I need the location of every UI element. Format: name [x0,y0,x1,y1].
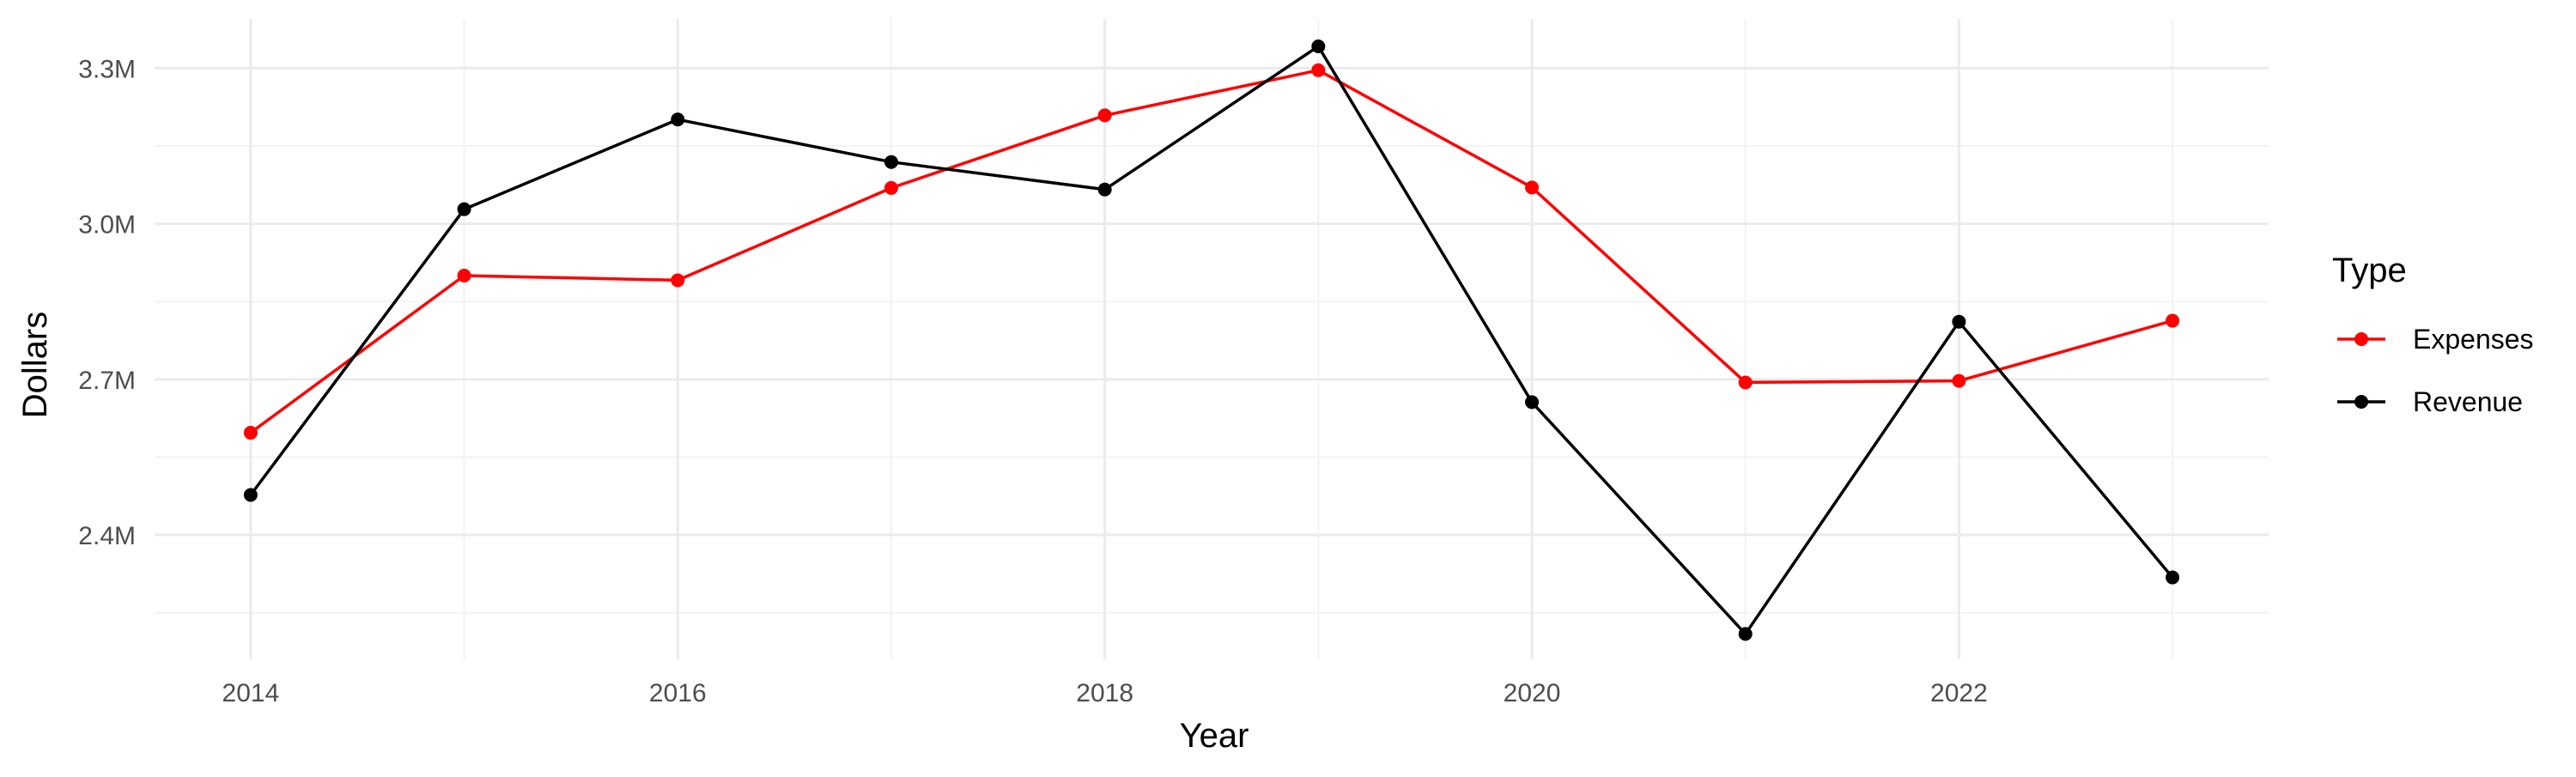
y-tick-label: 3.0M [78,211,136,240]
y-axis-title: Dollars [16,312,54,418]
x-tick-label: 2014 [222,679,280,707]
legend-marker-expenses [2354,332,2368,346]
revenue-point [1952,314,1966,329]
series-layer [243,39,2180,641]
revenue-point [2166,570,2180,585]
x-tick-label: 2022 [1930,679,1988,707]
expenses-point [243,426,258,440]
x-axis-title: Year [1180,717,1249,755]
revenue-point [671,112,685,127]
x-tick-label: 2016 [649,679,707,707]
revenue-point [243,488,258,502]
expenses-point [457,269,471,283]
revenue-point [1097,182,1112,197]
expenses-point [2166,313,2180,328]
expenses-line [249,69,2173,434]
expenses-point [1097,108,1112,123]
legend: Type Expenses Revenue [2332,252,2534,417]
x-tick-label: 2018 [1076,679,1133,707]
expenses-point [884,180,898,195]
expenses-point [671,273,685,288]
y-tick-label: 3.3M [78,55,136,83]
legend-marker-revenue [2354,395,2368,409]
y-tick-label: 2.7M [78,367,136,395]
revenue-point [1738,627,1753,641]
expenses-point [1311,63,1326,77]
expenses-point [1525,180,1540,195]
legend-title: Type [2332,252,2407,289]
expenses-point [1952,373,1966,388]
axes: Year Dollars 2014 2016 2018 2020 2022 2.4M 2.7… [16,55,1988,755]
x-tick-label: 2020 [1504,679,1561,707]
grid [155,19,2269,659]
revenue-point [457,202,471,216]
revenue-point [884,155,898,169]
legend-label-expenses: Expenses [2413,324,2534,355]
legend-label-revenue: Revenue [2413,386,2523,417]
expenses-point [1738,375,1753,390]
revenue-point [1311,39,1326,54]
revenue-point [1525,395,1540,410]
y-tick-label: 2.4M [78,522,136,550]
revenue-line [249,45,2174,636]
